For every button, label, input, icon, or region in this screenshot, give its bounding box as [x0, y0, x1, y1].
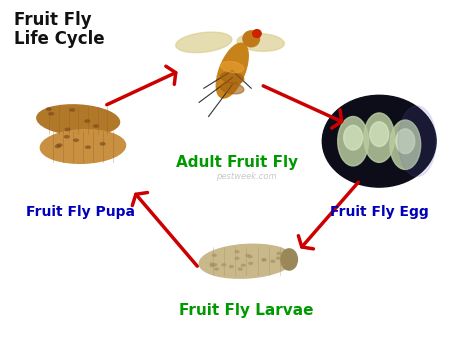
- Text: Fruit Fly Larvae: Fruit Fly Larvae: [179, 303, 314, 318]
- Ellipse shape: [370, 122, 389, 146]
- Ellipse shape: [390, 120, 421, 169]
- Ellipse shape: [86, 146, 91, 148]
- Text: Fruit Fly
Life Cycle: Fruit Fly Life Cycle: [14, 11, 105, 48]
- Ellipse shape: [271, 260, 275, 262]
- Ellipse shape: [213, 264, 217, 266]
- Ellipse shape: [281, 249, 298, 270]
- Ellipse shape: [248, 256, 252, 258]
- Ellipse shape: [216, 43, 248, 98]
- Ellipse shape: [262, 259, 266, 261]
- Ellipse shape: [246, 255, 249, 257]
- Ellipse shape: [73, 139, 78, 142]
- Ellipse shape: [229, 265, 233, 268]
- Ellipse shape: [237, 34, 284, 51]
- Ellipse shape: [221, 72, 244, 83]
- Ellipse shape: [210, 265, 214, 267]
- Ellipse shape: [235, 251, 239, 253]
- Ellipse shape: [199, 244, 294, 278]
- Ellipse shape: [40, 130, 126, 163]
- Ellipse shape: [253, 30, 261, 37]
- Ellipse shape: [235, 257, 239, 259]
- Ellipse shape: [396, 129, 415, 154]
- Text: Fruit Fly Pupa: Fruit Fly Pupa: [26, 205, 135, 219]
- Ellipse shape: [55, 145, 60, 148]
- Ellipse shape: [262, 259, 266, 261]
- Ellipse shape: [249, 262, 253, 264]
- Ellipse shape: [176, 32, 232, 53]
- Ellipse shape: [276, 257, 280, 259]
- Ellipse shape: [344, 125, 363, 150]
- Ellipse shape: [243, 31, 259, 47]
- Ellipse shape: [57, 144, 62, 146]
- Ellipse shape: [337, 116, 368, 166]
- Ellipse shape: [212, 254, 216, 256]
- Ellipse shape: [221, 61, 244, 73]
- Ellipse shape: [222, 264, 226, 266]
- Ellipse shape: [100, 143, 105, 145]
- Ellipse shape: [277, 252, 281, 255]
- Ellipse shape: [64, 136, 69, 138]
- Ellipse shape: [49, 113, 54, 115]
- Ellipse shape: [210, 263, 214, 265]
- Ellipse shape: [37, 105, 119, 135]
- Ellipse shape: [364, 113, 394, 162]
- Ellipse shape: [65, 128, 70, 131]
- Ellipse shape: [221, 83, 244, 94]
- Ellipse shape: [322, 95, 436, 187]
- Text: Adult Fruit Fly: Adult Fruit Fly: [176, 155, 298, 170]
- Ellipse shape: [85, 120, 90, 122]
- Text: Fruit Fly Egg: Fruit Fly Egg: [330, 205, 428, 219]
- Ellipse shape: [215, 268, 219, 270]
- Ellipse shape: [93, 125, 98, 127]
- Ellipse shape: [70, 109, 74, 111]
- Text: pestweek.com: pestweek.com: [216, 172, 277, 181]
- Ellipse shape: [238, 268, 242, 270]
- Ellipse shape: [281, 264, 285, 266]
- Ellipse shape: [398, 106, 436, 176]
- Ellipse shape: [241, 264, 245, 266]
- Ellipse shape: [46, 108, 51, 110]
